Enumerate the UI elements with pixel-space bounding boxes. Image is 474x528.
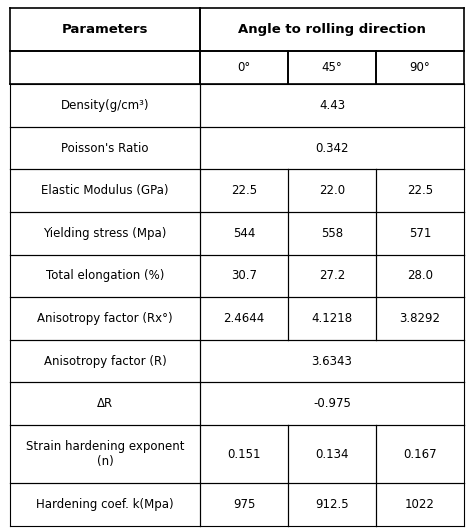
Text: Density(g/cm³): Density(g/cm³) [61,99,149,112]
Text: Poisson's Ratio: Poisson's Ratio [61,142,149,155]
Text: 45°: 45° [322,61,342,74]
Text: 1022: 1022 [405,498,435,511]
Text: Total elongation (%): Total elongation (%) [46,269,164,282]
Text: 0.342: 0.342 [315,142,349,155]
Text: 571: 571 [409,227,431,240]
Text: 0.134: 0.134 [315,448,349,461]
Text: 22.5: 22.5 [407,184,433,197]
Text: 22.0: 22.0 [319,184,345,197]
Text: 3.8292: 3.8292 [400,312,440,325]
Text: 558: 558 [321,227,343,240]
Text: ΔR: ΔR [97,397,113,410]
Text: Hardening coef. k(Mpa): Hardening coef. k(Mpa) [36,498,174,511]
Text: 544: 544 [233,227,255,240]
Text: 3.6343: 3.6343 [311,355,353,367]
Text: 90°: 90° [410,61,430,74]
Text: Elastic Modulus (GPa): Elastic Modulus (GPa) [41,184,169,197]
Text: Strain hardening exponent
(n): Strain hardening exponent (n) [26,440,184,468]
Text: 0°: 0° [237,61,251,74]
Text: 0.151: 0.151 [227,448,261,461]
Text: 0.167: 0.167 [403,448,437,461]
Text: Angle to rolling direction: Angle to rolling direction [238,23,426,36]
Text: Anisotropy factor (R): Anisotropy factor (R) [44,355,166,367]
Text: 4.1218: 4.1218 [311,312,353,325]
Text: 27.2: 27.2 [319,269,345,282]
Text: 912.5: 912.5 [315,498,349,511]
Text: 22.5: 22.5 [231,184,257,197]
Text: 28.0: 28.0 [407,269,433,282]
Text: -0.975: -0.975 [313,397,351,410]
Text: Parameters: Parameters [62,23,148,36]
Text: Yielding stress (Mpa): Yielding stress (Mpa) [43,227,167,240]
Text: 2.4644: 2.4644 [223,312,264,325]
Text: 4.43: 4.43 [319,99,345,112]
Text: 30.7: 30.7 [231,269,257,282]
Text: Anisotropy factor (Rx°): Anisotropy factor (Rx°) [37,312,173,325]
Text: 975: 975 [233,498,255,511]
